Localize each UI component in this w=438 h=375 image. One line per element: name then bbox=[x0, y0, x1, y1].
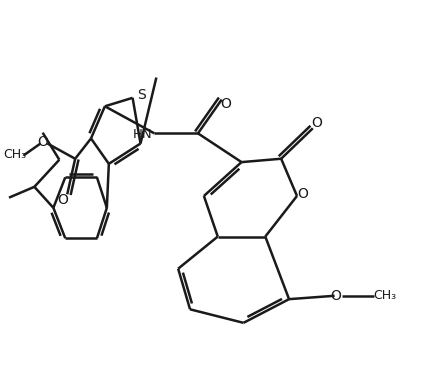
Text: HN: HN bbox=[132, 128, 152, 141]
Text: CH₃: CH₃ bbox=[3, 148, 26, 161]
Text: S: S bbox=[137, 88, 145, 102]
Text: CH₃: CH₃ bbox=[373, 289, 396, 302]
Text: O: O bbox=[297, 187, 307, 201]
Text: O: O bbox=[329, 289, 340, 303]
Text: O: O bbox=[57, 193, 67, 207]
Text: O: O bbox=[311, 116, 321, 130]
Text: O: O bbox=[37, 135, 48, 148]
Text: O: O bbox=[220, 98, 231, 111]
